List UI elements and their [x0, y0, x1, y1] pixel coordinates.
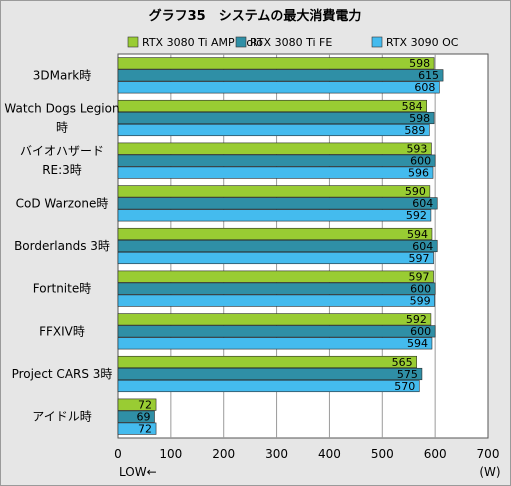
bar	[117, 111, 435, 125]
data-label: 596	[408, 166, 429, 179]
category-label: Fortnite時	[33, 282, 91, 296]
data-label: 592	[406, 313, 427, 326]
data-label: 589	[404, 124, 425, 137]
data-label: 597	[409, 252, 430, 265]
data-label: 69	[136, 410, 150, 423]
bar	[117, 123, 430, 137]
x-tick-label: 200	[212, 447, 235, 461]
bar	[117, 282, 436, 295]
data-label: 604	[412, 240, 433, 253]
category-label: アイドル時	[32, 410, 91, 424]
data-label: 592	[406, 209, 427, 222]
bar	[117, 197, 438, 210]
chart-title: グラフ35 システムの最大消費電力	[149, 8, 362, 24]
x-tick-label: 700	[477, 447, 500, 461]
data-label: 584	[402, 100, 423, 113]
data-label: 590	[405, 185, 426, 198]
x-tick-label: 0	[114, 447, 122, 461]
bar	[117, 337, 433, 350]
data-label: 570	[394, 380, 415, 393]
x-tick-label: 400	[318, 447, 341, 461]
data-label: 598	[409, 57, 430, 70]
bar	[117, 227, 433, 241]
bar	[117, 313, 432, 326]
data-label: 594	[407, 337, 428, 350]
bar	[117, 410, 155, 423]
bar	[117, 355, 417, 369]
category-label: Watch Dogs Legion	[4, 102, 119, 116]
x-tick-labels: 0 100 200 300 400 500 600 700	[114, 447, 499, 461]
data-label: 597	[409, 270, 430, 283]
category-label: Borderlands 3時	[14, 239, 110, 253]
category-label: FFXIV時	[39, 324, 85, 338]
category-label: 3DMark時	[33, 68, 91, 82]
x-axis-low-label: LOW←	[119, 465, 157, 479]
data-label: 608	[414, 81, 435, 94]
category-label: 時	[56, 121, 68, 135]
legend-label: RTX 3080 Ti FE	[250, 36, 332, 49]
data-label: 600	[410, 325, 431, 338]
bar	[117, 367, 423, 381]
x-axis-unit: (W)	[479, 465, 500, 479]
x-tick-label: 600	[424, 447, 447, 461]
data-label: 593	[406, 142, 427, 155]
bar	[117, 142, 432, 155]
data-label: 599	[410, 294, 431, 307]
bar	[117, 154, 436, 167]
bar	[117, 166, 434, 179]
bar	[117, 325, 436, 338]
legend-label: RTX 3080 Ti AMP Holo	[142, 36, 263, 49]
bar	[117, 294, 435, 307]
bar	[117, 81, 440, 94]
category-label: RE:3時	[42, 163, 82, 177]
data-label: 615	[418, 69, 439, 82]
category-label: バイオハザード	[20, 144, 104, 158]
data-label: 565	[392, 356, 413, 369]
bar	[117, 57, 435, 70]
bar	[117, 398, 157, 411]
legend-swatch	[127, 36, 139, 48]
bars	[117, 57, 444, 435]
data-label: 600	[410, 154, 431, 167]
data-label: 600	[410, 282, 431, 295]
data-labels: 5986156085845985895936005965906045925946…	[136, 57, 439, 435]
data-label: 72	[138, 422, 152, 435]
category-label: Project CARS 3時	[12, 367, 113, 381]
legend-swatch	[235, 36, 247, 48]
bar	[117, 185, 431, 198]
bar	[117, 99, 427, 113]
data-label: 72	[138, 398, 152, 411]
bar	[117, 69, 444, 82]
category-label: CoD Warzone時	[16, 196, 109, 210]
data-label: 594	[407, 228, 428, 241]
x-tick-label: 500	[371, 447, 394, 461]
data-label: 604	[412, 197, 433, 210]
x-tick-label: 300	[265, 447, 288, 461]
bar	[117, 422, 157, 435]
legend-swatch	[371, 36, 383, 48]
legend-label: RTX 3090 OC	[386, 36, 459, 49]
bar	[117, 239, 438, 253]
data-label: 598	[409, 112, 430, 125]
bar	[117, 270, 434, 283]
bar	[117, 379, 420, 393]
bar	[117, 251, 434, 265]
data-label: 575	[397, 368, 418, 381]
bar	[117, 209, 432, 222]
x-tick-label: 100	[159, 447, 182, 461]
